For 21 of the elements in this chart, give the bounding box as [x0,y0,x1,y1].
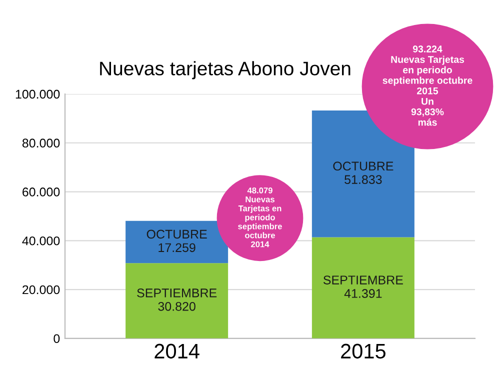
bar [126,263,228,338]
y-tick-label: 100.000 [16,90,60,99]
chart-title: Nuevas tarjetas Abono Joven [100,61,350,80]
text: OCTUBRE [333,162,394,171]
bar [312,237,414,338]
data-label: 51.833 [344,175,382,184]
data-label: 41.391 [344,289,382,298]
y-tick-label: 0 [54,334,60,344]
y-tick-label: 60.000 [22,188,60,196]
series-label: SEPTIEMBRE [323,276,403,284]
series-label: OCTUBRE [146,230,207,239]
x-tick-label: 2015 [341,344,386,359]
annotation: 93.224 Nuevas Tarjetas en periodo septiembre octubre 2015 Un 93,83% más [382,46,472,126]
y-tick-label: 20.000 [22,285,60,294]
data-label: 17.259 [158,243,196,252]
x-tick-label: 2014 [154,344,200,359]
annotation: 48.079 Nuevas Tarjetas en periodo septiembre octubre 2014 [238,187,282,248]
text: SEPTIEMBRE [137,288,217,298]
y-tick-label: 40.000 [22,236,60,246]
data-label: 30.820 [158,302,196,311]
y-tick-label: 80.000 [22,138,60,148]
